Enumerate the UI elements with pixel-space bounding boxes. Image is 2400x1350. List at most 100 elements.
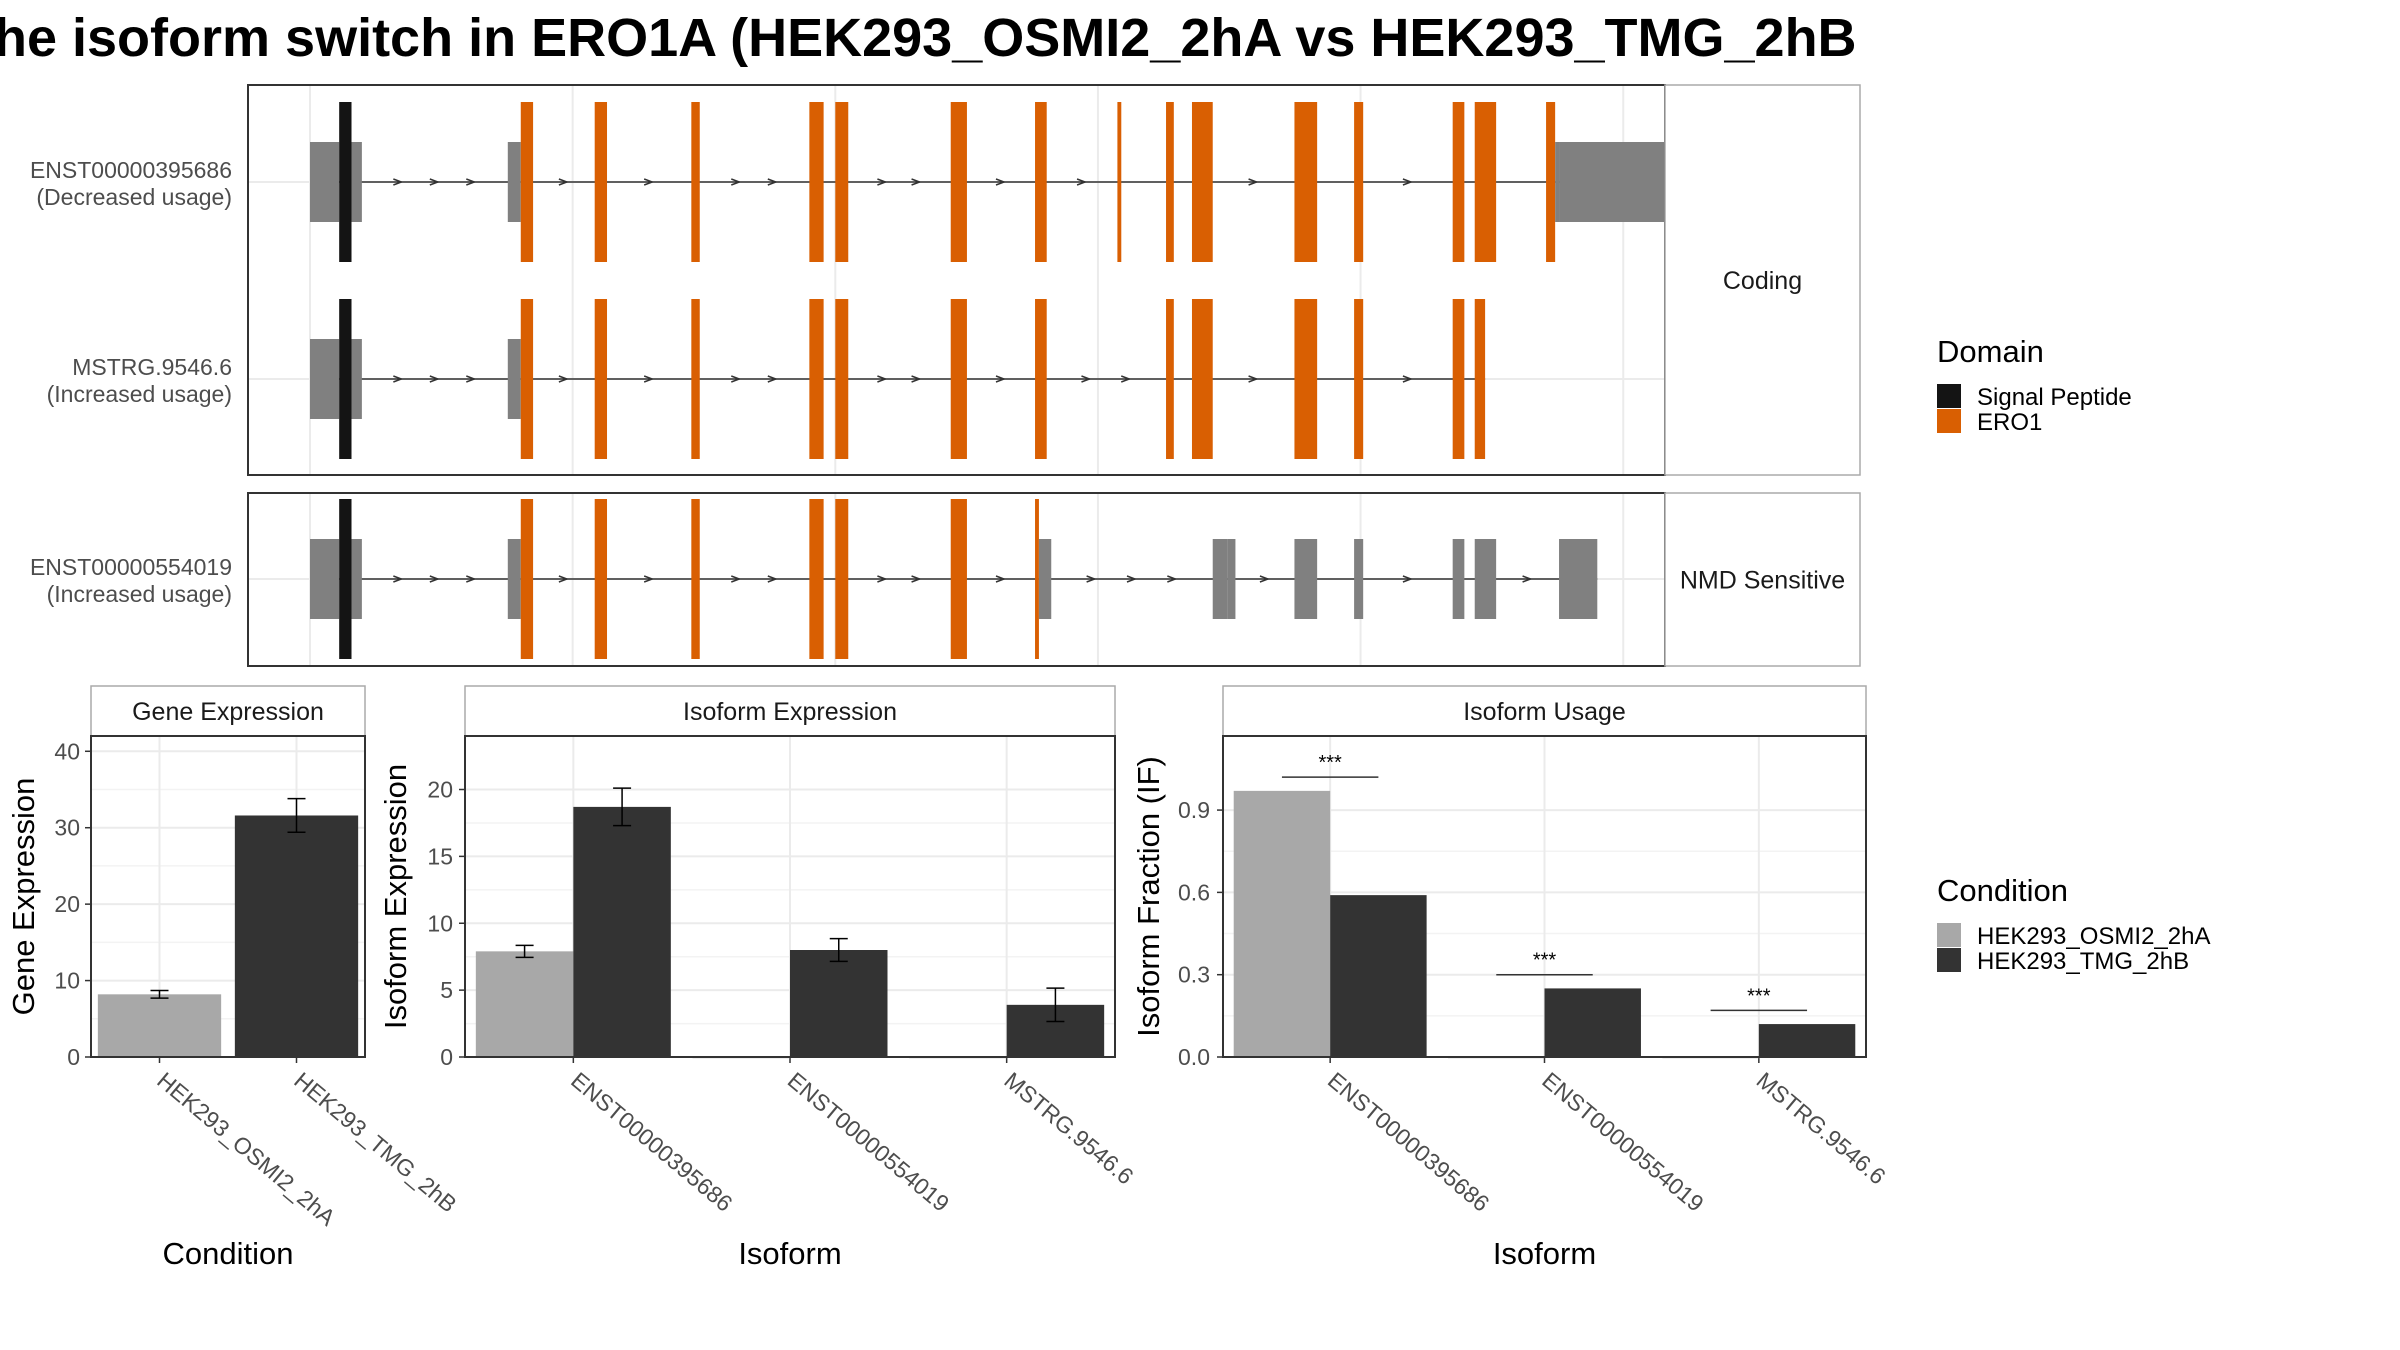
y-axis-title: Isoform Expression <box>378 764 413 1029</box>
intron-arrow <box>995 575 1007 583</box>
exon-ero1 <box>1117 102 1122 262</box>
intron-arrow <box>558 178 570 186</box>
bar <box>234 815 359 1057</box>
intron-arrow <box>558 575 570 583</box>
intron-arrow <box>1402 375 1414 383</box>
transcript-usage-label: (Decreased usage) <box>36 184 232 210</box>
exon-ero1 <box>520 299 534 459</box>
exon-ero1 <box>594 499 608 659</box>
y-axis-title: Gene Expression <box>6 778 41 1016</box>
intron-arrow <box>1120 375 1132 383</box>
domain-legend-label: Signal Peptide <box>1977 384 2132 411</box>
error-bar <box>829 937 848 963</box>
intron-arrow <box>767 178 778 186</box>
error-bar <box>613 787 632 827</box>
intron-arrow <box>393 178 404 186</box>
exon-ero1 <box>809 299 824 459</box>
condition-legend-key <box>1937 923 1961 947</box>
x-tick-label: MSTRG.9546.6 <box>999 1067 1138 1190</box>
exon-utr <box>507 539 521 619</box>
exon-ero1 <box>1452 299 1465 459</box>
error-bar <box>515 944 534 959</box>
intron-arrow <box>429 375 440 383</box>
bar <box>1330 895 1427 1057</box>
exon-utr <box>1038 539 1052 619</box>
exon-signal <box>339 499 352 659</box>
intron-arrow <box>1081 375 1092 383</box>
transcript-usage-label: (Increased usage) <box>47 381 232 407</box>
error-bar <box>287 797 306 834</box>
expression-charts: Gene Expression010203040HEK293_OSMI2_2hA… <box>6 685 1891 1271</box>
y-tick-label: 0 <box>67 1044 80 1070</box>
exon-utr <box>351 142 362 222</box>
intron-arrow <box>1086 575 1097 583</box>
intron-arrow <box>731 575 742 583</box>
chart-strip <box>464 685 1116 737</box>
exon-ero1 <box>1474 299 1486 459</box>
intron-arrow <box>1167 575 1178 583</box>
domain-legend-key <box>1937 384 1961 408</box>
intron-arrow <box>1126 575 1138 583</box>
intron-arrow <box>877 375 888 383</box>
chart-title: Gene Expression <box>132 698 324 726</box>
y-tick-label: 15 <box>427 843 453 869</box>
exon-ero1 <box>835 102 849 262</box>
y-tick-label: 30 <box>54 815 80 841</box>
transcript-id-label: MSTRG.9546.6 <box>72 354 232 380</box>
isoform-structure-panels: ENST00000395686(Decreased usage) MSTRG.95… <box>30 84 1861 667</box>
exon-utr <box>310 539 340 619</box>
x-tick-label: ENST00000395686 <box>1323 1067 1495 1217</box>
exon-utr <box>351 339 362 419</box>
bar <box>97 994 222 1057</box>
exon-ero1 <box>1474 102 1497 262</box>
exon-utr_mid <box>1354 539 1364 619</box>
exon-ero1 <box>1294 299 1318 459</box>
exon-ero1 <box>1191 102 1213 262</box>
condition-legend-label: HEK293_OSMI2_2hA <box>1977 923 2210 950</box>
y-tick-label: 0.3 <box>1178 962 1210 988</box>
y-tick-label: 0.0 <box>1178 1044 1210 1070</box>
exon-utr <box>310 339 340 419</box>
domain-legend-title: Domain <box>1937 334 2044 369</box>
x-tick-label: ENST00000554019 <box>1537 1067 1709 1217</box>
intron-arrow <box>877 178 888 186</box>
exon-utr_mid <box>1227 539 1236 619</box>
exon-utr <box>1555 142 1560 222</box>
intron-arrow <box>911 375 922 383</box>
intron-arrow <box>1522 575 1533 583</box>
intron-arrow <box>767 375 778 383</box>
transcript-id-label: ENST00000395686 <box>30 157 232 183</box>
exon-ero1 <box>1166 299 1174 459</box>
exon-ero1 <box>1452 102 1465 262</box>
exon-ero1 <box>691 102 700 262</box>
condition-legend-title: Condition <box>1937 873 2068 908</box>
y-tick-label: 0.9 <box>1178 797 1210 823</box>
intron-arrow <box>1076 178 1088 186</box>
facet-strip-label: NMD Sensitive <box>1680 567 1845 595</box>
intron-arrow <box>643 375 655 383</box>
intron-arrow <box>643 575 655 583</box>
y-tick-label: 5 <box>440 977 453 1003</box>
intron-arrow <box>731 375 742 383</box>
exon-ero1 <box>809 102 824 262</box>
intron-arrow <box>1402 575 1414 583</box>
exon-ero1 <box>835 499 849 659</box>
y-tick-label: 40 <box>54 738 80 764</box>
transcript-usage-label: (Increased usage) <box>47 581 232 607</box>
error-bar <box>150 989 169 999</box>
domain-legend-label: ERO1 <box>1977 409 2042 436</box>
condition-legend-label: HEK293_TMG_2hB <box>1977 948 2189 975</box>
x-tick-label: ENST00000554019 <box>783 1067 955 1217</box>
y-tick-label: 20 <box>54 891 80 917</box>
intron-arrow <box>643 178 655 186</box>
bar <box>475 951 574 1057</box>
x-tick-label: MSTRG.9546.6 <box>1752 1067 1891 1190</box>
significance-label: *** <box>1318 752 1342 774</box>
exon-ero1 <box>1294 102 1318 262</box>
exon-ero1 <box>1035 102 1047 262</box>
exon-utr_big <box>1559 142 1672 222</box>
exon-ero1 <box>1354 299 1364 459</box>
exon-signal <box>339 102 352 262</box>
chart-panel-border <box>1222 735 1867 1058</box>
bar <box>790 950 888 1057</box>
